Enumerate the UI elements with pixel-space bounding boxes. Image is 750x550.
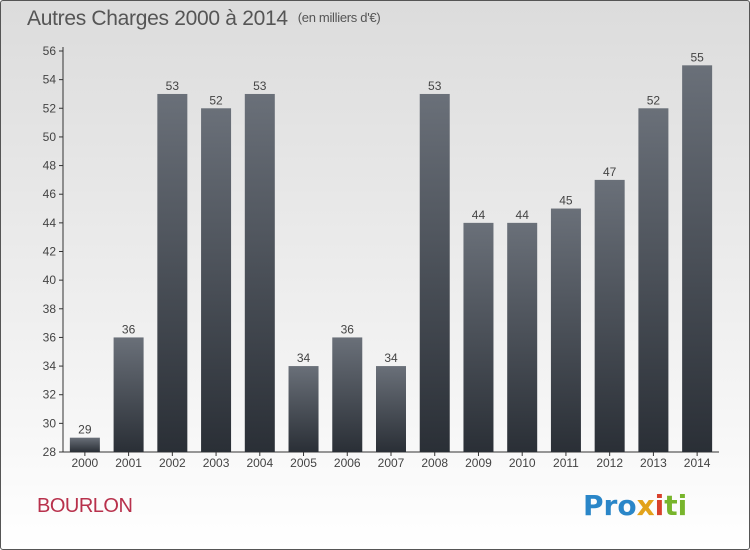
x-tick-label: 2006: [334, 456, 361, 470]
x-tick-label: 2013: [640, 456, 667, 470]
bar-value-label: 29: [78, 423, 92, 437]
bar[interactable]: [113, 337, 144, 452]
bar[interactable]: [682, 65, 713, 453]
bar[interactable]: [244, 93, 275, 452]
logo-part-1: Pro: [583, 489, 637, 522]
chart-title: Autres Charges 2000 à 2014 (en milliers d…: [27, 7, 381, 31]
x-tick-label: 2003: [203, 456, 230, 470]
x-tick-label: 2009: [465, 456, 492, 470]
y-tick-label: 34: [43, 359, 57, 373]
y-tick-label: 54: [43, 73, 57, 87]
x-tick-label: 2007: [378, 456, 405, 470]
y-tick-label: 42: [43, 245, 57, 259]
bar-value-label: 53: [428, 79, 442, 93]
bar-value-label: 34: [297, 351, 311, 365]
y-tick-label: 40: [43, 273, 57, 287]
bar[interactable]: [376, 366, 406, 452]
bar-value-label: 45: [559, 194, 573, 208]
x-tick-label: 2010: [509, 456, 536, 470]
y-tick-label: 48: [43, 159, 57, 173]
y-tick-label: 36: [43, 330, 57, 344]
bar[interactable]: [157, 93, 188, 452]
y-tick-label: 32: [43, 388, 57, 402]
logo-part-4: ti: [664, 489, 688, 522]
bar-value-label: 53: [166, 79, 180, 93]
logo-part-2: x: [636, 489, 655, 522]
bar-value-label: 53: [253, 79, 267, 93]
chart-title-main: Autres Charges 2000 à 2014: [27, 7, 288, 30]
x-tick-label: 2002: [159, 456, 186, 470]
bar[interactable]: [419, 93, 450, 452]
bar[interactable]: [463, 222, 494, 452]
bar-value-label: 44: [472, 208, 486, 222]
y-tick-label: 28: [43, 445, 57, 459]
bar-value-label: 52: [209, 93, 223, 107]
x-tick-label: 2014: [684, 456, 711, 470]
y-tick-label: 38: [43, 302, 57, 316]
data-labels: 29 36 53 52 53 34 36 34 53 44 44 45 47 52 55: [78, 50, 704, 436]
y-tick-label: 30: [43, 416, 57, 430]
x-tick-label: 2008: [421, 456, 448, 470]
chart-title-unit: (en milliers d'€): [297, 10, 381, 25]
bar[interactable]: [638, 108, 669, 453]
y-tick-label: 46: [43, 187, 57, 201]
y-tick-label: 56: [43, 44, 57, 58]
bar-value-label: 34: [384, 351, 398, 365]
bar-value-label: 55: [690, 50, 704, 64]
x-tick-label: 2004: [246, 456, 273, 470]
y-tick-label: 44: [43, 216, 57, 230]
logo-part-3: i: [654, 489, 665, 522]
bar[interactable]: [69, 437, 100, 452]
bar[interactable]: [332, 337, 363, 452]
bar-value-label: 47: [603, 165, 617, 179]
bar[interactable]: [594, 179, 625, 452]
x-tick-label: 2000: [72, 456, 99, 470]
bar-value-label: 52: [647, 93, 661, 107]
bar[interactable]: [201, 108, 232, 453]
x-tick-label: 2012: [596, 456, 623, 470]
proxiti-logo[interactable]: Proxiti: [583, 489, 687, 522]
bar-value-label: 44: [516, 208, 530, 222]
bar-value-label: 36: [122, 322, 136, 336]
x-tick-label: 2005: [290, 456, 317, 470]
bar[interactable]: [550, 208, 581, 452]
bar-value-label: 36: [341, 322, 355, 336]
x-tick-label: 2001: [115, 456, 142, 470]
x-tick-label: 2011: [553, 456, 579, 470]
y-tick-label: 52: [43, 101, 57, 115]
y-tick-label: 50: [43, 130, 57, 144]
bars: [69, 65, 713, 453]
bar[interactable]: [507, 222, 538, 452]
bar[interactable]: [288, 366, 319, 452]
commune-name: BOURLON: [37, 495, 133, 517]
